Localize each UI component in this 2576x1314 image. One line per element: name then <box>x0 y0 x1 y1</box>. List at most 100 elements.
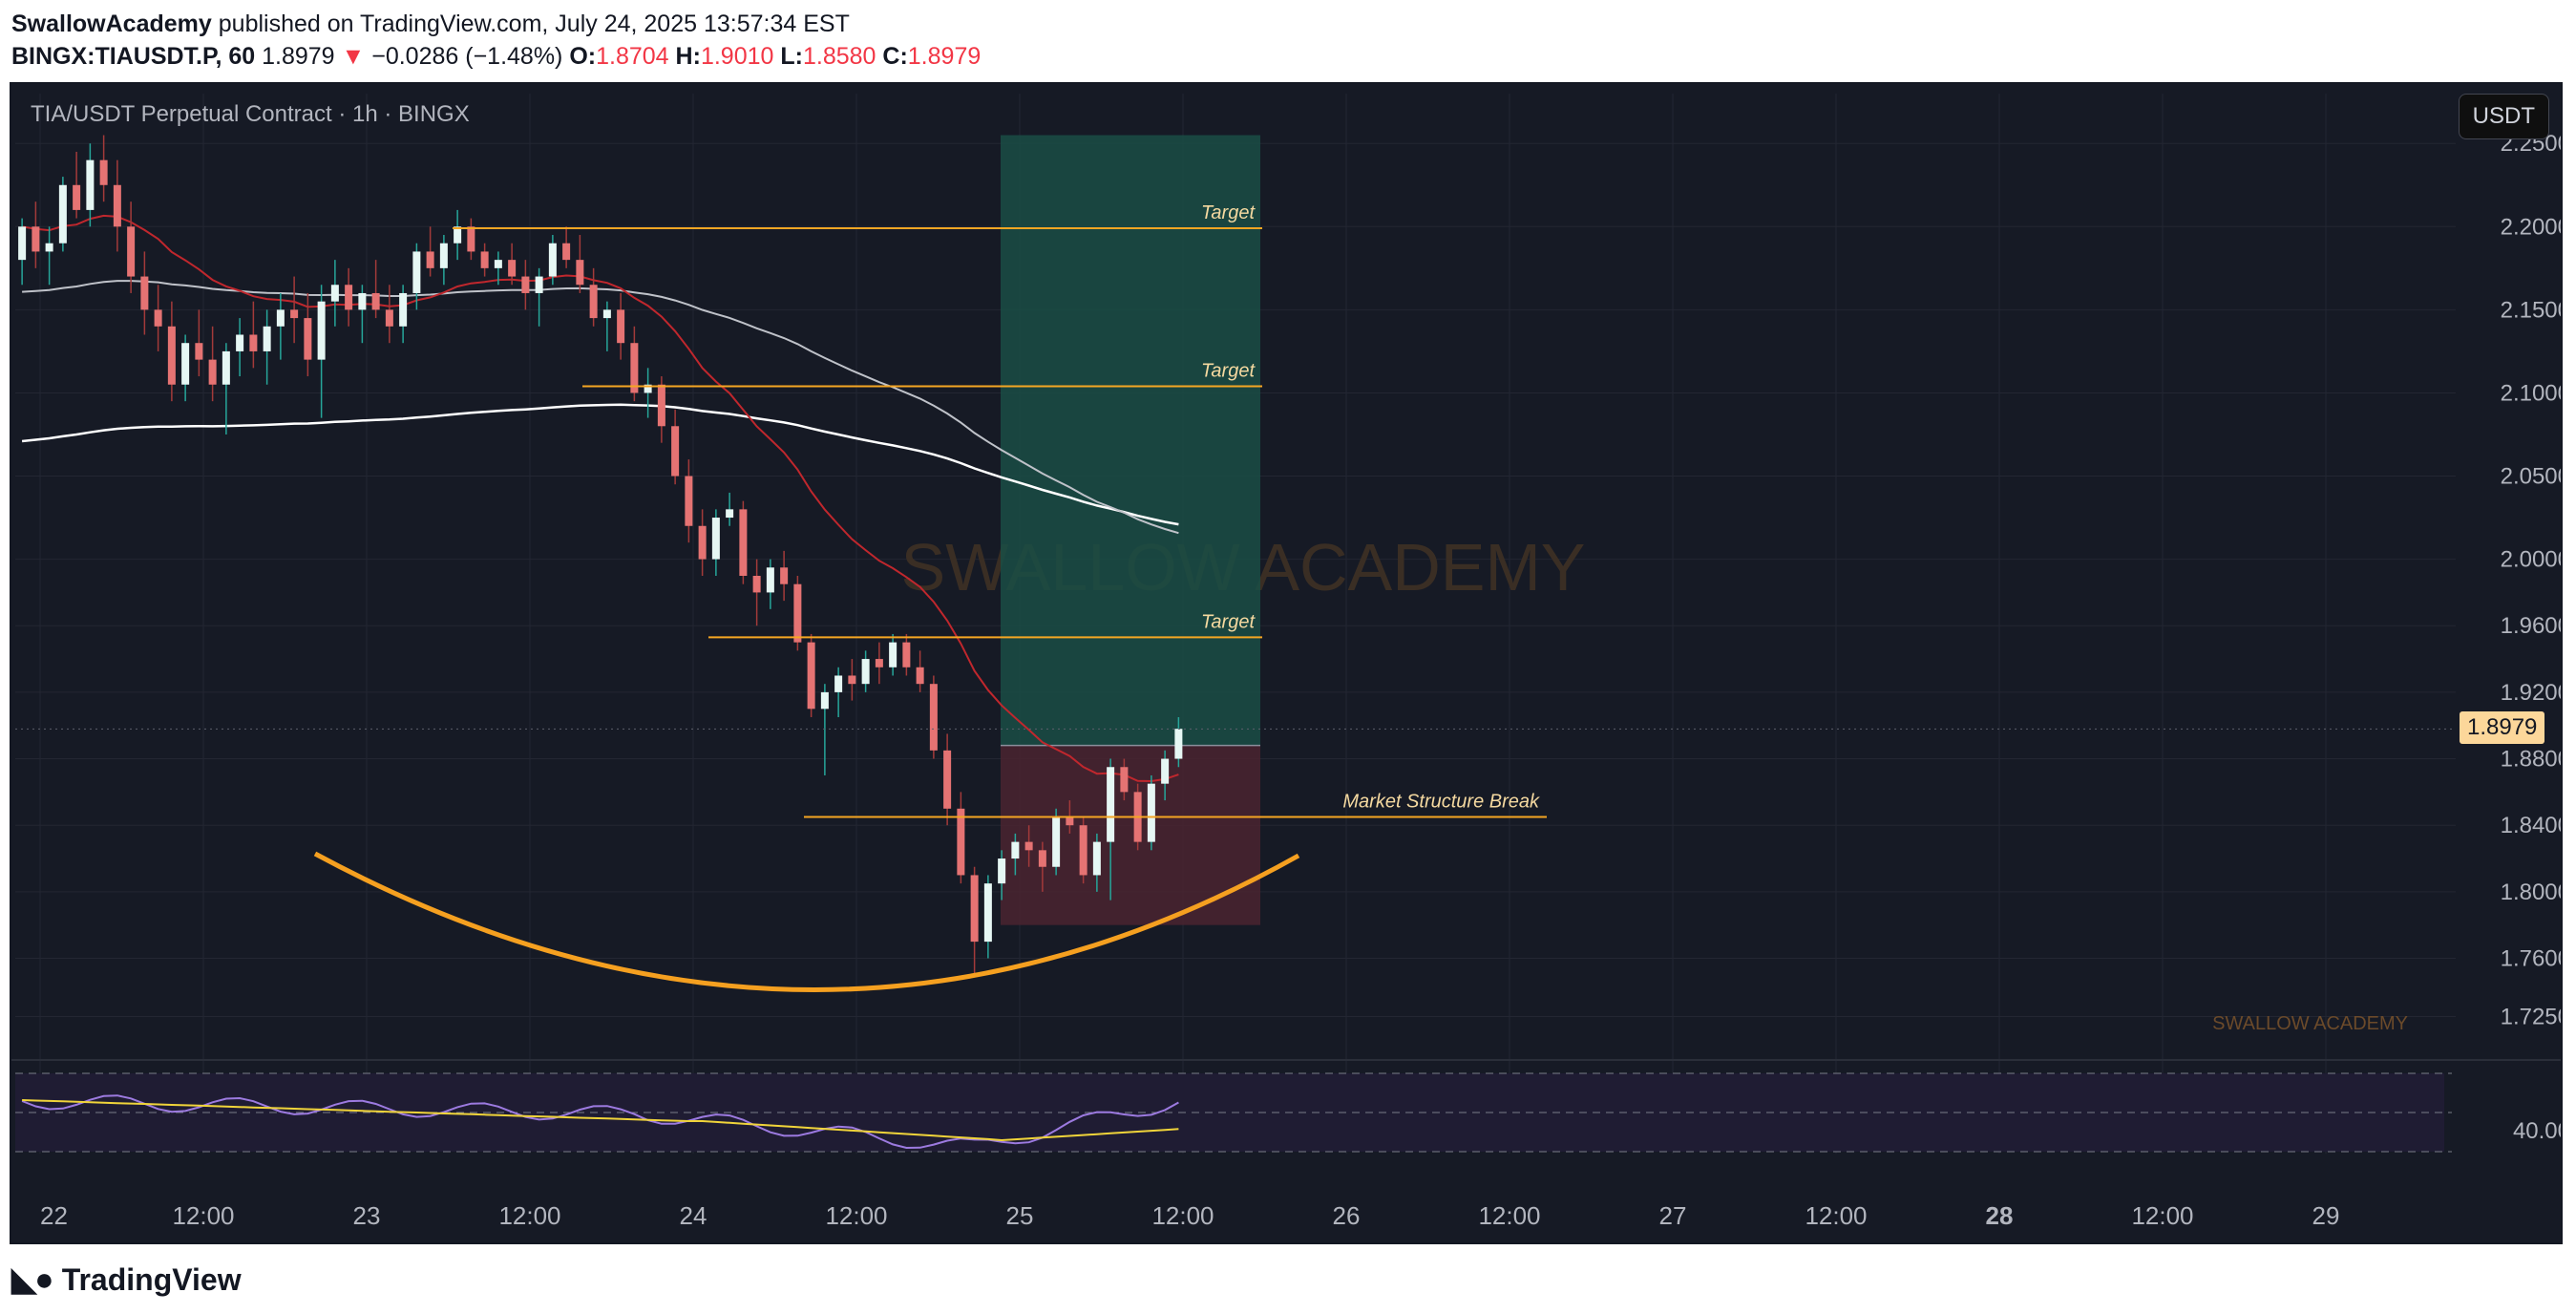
chart-frame[interactable]: 2.25002.20002.15002.10002.05002.00001.96… <box>10 82 2563 1244</box>
time-tick-label: 26 <box>1333 1201 1361 1230</box>
candle-body <box>548 243 557 277</box>
last-price: 1.8979 <box>262 43 335 70</box>
publish-header: SwallowAcademy published on TradingView.… <box>11 8 850 40</box>
candle-body <box>889 642 897 668</box>
candle-body <box>454 226 462 244</box>
candle-body <box>140 276 149 310</box>
candle-body <box>195 343 203 360</box>
candle-body <box>73 184 81 210</box>
candle-body <box>1161 758 1170 784</box>
candle-body <box>957 808 965 876</box>
candle-body <box>290 309 299 319</box>
time-tick-label: 29 <box>2312 1201 2340 1230</box>
low-label: L: <box>780 43 803 70</box>
candle-body <box>1066 816 1074 826</box>
candle-body <box>602 309 611 319</box>
candle-body <box>820 691 829 710</box>
symbol-title: TIA/USDT Perpetual Contract · 1h · BINGX <box>31 101 470 127</box>
ema-100-line <box>22 280 1179 535</box>
annotation-label: Target <box>1201 360 1256 381</box>
candle-body <box>18 226 27 261</box>
candle-body <box>752 576 761 593</box>
time-tick-label: 12:00 <box>2131 1201 2193 1230</box>
tradingview-logo[interactable]: ◣● TradingView <box>11 1261 242 1299</box>
ohlc-legend: BINGX:TIAUSDT.P, 60 1.8979 ▼ −0.0286 (−1… <box>11 40 981 73</box>
candle-body <box>983 883 992 943</box>
candle-body <box>154 309 162 327</box>
price-tick-label: 1.9600 <box>2501 613 2561 639</box>
candle-body <box>793 583 802 643</box>
time-tick-label: 12:00 <box>172 1201 234 1230</box>
time-tick-label: 23 <box>353 1201 381 1230</box>
price-tick-label: 2.2000 <box>2501 214 2561 240</box>
candle-body <box>521 276 530 293</box>
price-tick-label: 1.9200 <box>2501 680 2561 706</box>
loss-zone <box>1001 745 1260 925</box>
time-tick-label: 12:00 <box>825 1201 887 1230</box>
candle-body <box>167 326 176 385</box>
candle-body <box>345 285 353 310</box>
candle-body <box>807 642 815 710</box>
candle-body <box>1174 729 1183 759</box>
candle-body <box>1092 841 1101 876</box>
price-tick-label: 1.8400 <box>2501 813 2561 838</box>
candle-body <box>317 301 326 360</box>
candle-body <box>1107 767 1115 842</box>
candle-body <box>358 292 367 310</box>
candle-body <box>385 309 393 327</box>
published-text: published on TradingView.com, July 24, 2… <box>218 11 850 37</box>
annotation-label: Target <box>1201 611 1256 632</box>
time-tick-label: 12:00 <box>1805 1201 1867 1230</box>
candle-body <box>929 684 938 751</box>
time-tick-label: 24 <box>680 1201 707 1230</box>
candle-body <box>657 384 665 427</box>
open-value: 1.8704 <box>596 43 669 70</box>
chart-canvas[interactable]: 2.25002.20002.15002.10002.05002.00001.96… <box>11 84 2561 1242</box>
rsi-ma-line <box>22 1099 1179 1142</box>
price-tick-label: 1.8800 <box>2501 747 2561 773</box>
price-tick-label: 2.0000 <box>2501 547 2561 573</box>
candle-body <box>236 334 244 351</box>
candle-body <box>412 251 421 293</box>
candle-body <box>916 667 924 685</box>
candle-body <box>263 326 271 351</box>
candle-body <box>630 343 639 393</box>
candle-body <box>330 285 339 302</box>
candle-body <box>426 251 434 268</box>
time-tick-label: 12:00 <box>1151 1201 1214 1230</box>
candle-body <box>589 285 598 319</box>
candle-body <box>644 384 652 393</box>
candle-body <box>86 159 95 210</box>
candle-body <box>834 675 843 692</box>
candle-body <box>480 251 489 268</box>
ema-200-line <box>21 403 1179 526</box>
candle-body <box>494 260 502 268</box>
candle-body <box>848 675 856 685</box>
candle-body <box>685 476 693 526</box>
close-value: 1.8979 <box>907 43 982 70</box>
candle-body <box>1147 783 1155 842</box>
candle-body <box>711 518 720 560</box>
symbol-label: BINGX:TIAUSDT.P, 60 <box>11 43 256 70</box>
time-tick-label: 25 <box>1006 1201 1034 1230</box>
currency-button[interactable]: USDT <box>2458 94 2549 139</box>
rounding-bottom-curve <box>313 851 1300 992</box>
brand-name: TradingView <box>61 1261 242 1297</box>
price-tick-label: 2.1000 <box>2501 380 2561 406</box>
time-tick-label: 22 <box>40 1201 68 1230</box>
candle-body <box>739 509 748 576</box>
candle-body <box>45 243 53 252</box>
candle-body <box>562 243 571 261</box>
candle-body <box>399 292 408 327</box>
author-name[interactable]: SwallowAcademy <box>11 11 212 37</box>
down-arrow-icon: ▼ <box>341 43 366 70</box>
candle-body <box>1079 825 1087 876</box>
price-tick-label: 1.7600 <box>2501 946 2561 972</box>
candle-body <box>467 226 475 252</box>
open-label: O: <box>569 43 597 70</box>
change-value: −0.0286 (−1.48%) <box>371 43 563 70</box>
high-label: H: <box>675 43 701 70</box>
price-tick-label: 1.7250 <box>2501 1004 2561 1029</box>
candle-body <box>371 292 380 310</box>
candle-body <box>1011 841 1020 859</box>
